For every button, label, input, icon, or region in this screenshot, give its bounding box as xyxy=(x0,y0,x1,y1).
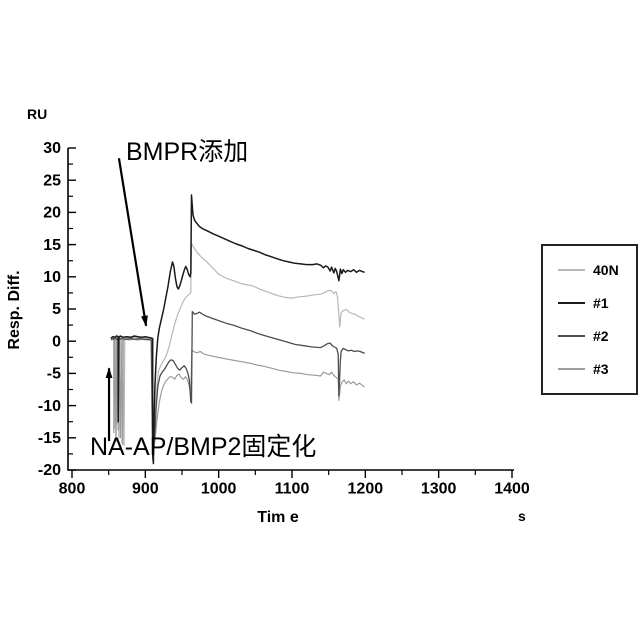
y-tick-label: 15 xyxy=(43,237,61,254)
y-tick-label: 10 xyxy=(43,269,61,286)
y-tick-label: -20 xyxy=(38,462,61,479)
x-tick-label: 1300 xyxy=(421,480,457,497)
trace-#1 xyxy=(110,194,365,465)
legend-label: #1 xyxy=(593,295,609,312)
x-tick-label: 1200 xyxy=(348,480,384,497)
y-tick-label: 20 xyxy=(43,205,61,222)
legend-entry-3: #3 xyxy=(558,361,632,377)
y-tick-label: 25 xyxy=(43,172,61,189)
annotation-bmpr-addition: BMPR添加 xyxy=(126,138,249,166)
legend-box: 40N #1 #2 #3 xyxy=(541,244,638,395)
x-tick-label: 900 xyxy=(132,480,159,497)
trace-#3 xyxy=(110,338,365,461)
legend-line-sample xyxy=(558,302,585,305)
annotation-immobilization: NA-AP/BMP2固定化 xyxy=(90,433,317,461)
legend-line-sample xyxy=(558,367,585,370)
x-tick-label: 1400 xyxy=(494,480,530,497)
x-axis-unit: s xyxy=(518,508,526,524)
legend-line-sample xyxy=(558,269,585,272)
legend-entry-2: #2 xyxy=(558,328,632,344)
annotation-arrow xyxy=(117,158,148,327)
x-tick-label: 1100 xyxy=(275,480,310,497)
y-axis-unit: RU xyxy=(27,106,48,122)
legend-entry-40n: 40N xyxy=(558,262,632,278)
legend-label: #3 xyxy=(593,360,609,377)
legend-line-sample xyxy=(558,334,585,337)
y-axis-title: Resp. Diff. xyxy=(6,270,23,350)
legend-label: 40N xyxy=(593,262,619,279)
y-tick-label: -10 xyxy=(38,398,61,415)
x-tick-label: 800 xyxy=(59,480,86,497)
y-tick-label: -15 xyxy=(38,430,61,447)
trace-40N xyxy=(110,242,365,449)
x-axis-title: Tim e xyxy=(257,509,299,526)
axes xyxy=(67,148,514,471)
legend-entry-1: #1 xyxy=(558,295,632,311)
x-tick-label: 1000 xyxy=(201,480,237,497)
y-tick-label: 30 xyxy=(43,140,61,157)
y-tick-label: -5 xyxy=(47,366,61,383)
y-tick-label: 0 xyxy=(52,333,61,350)
legend-label: #2 xyxy=(593,327,609,344)
y-tick-label: 5 xyxy=(52,301,61,318)
